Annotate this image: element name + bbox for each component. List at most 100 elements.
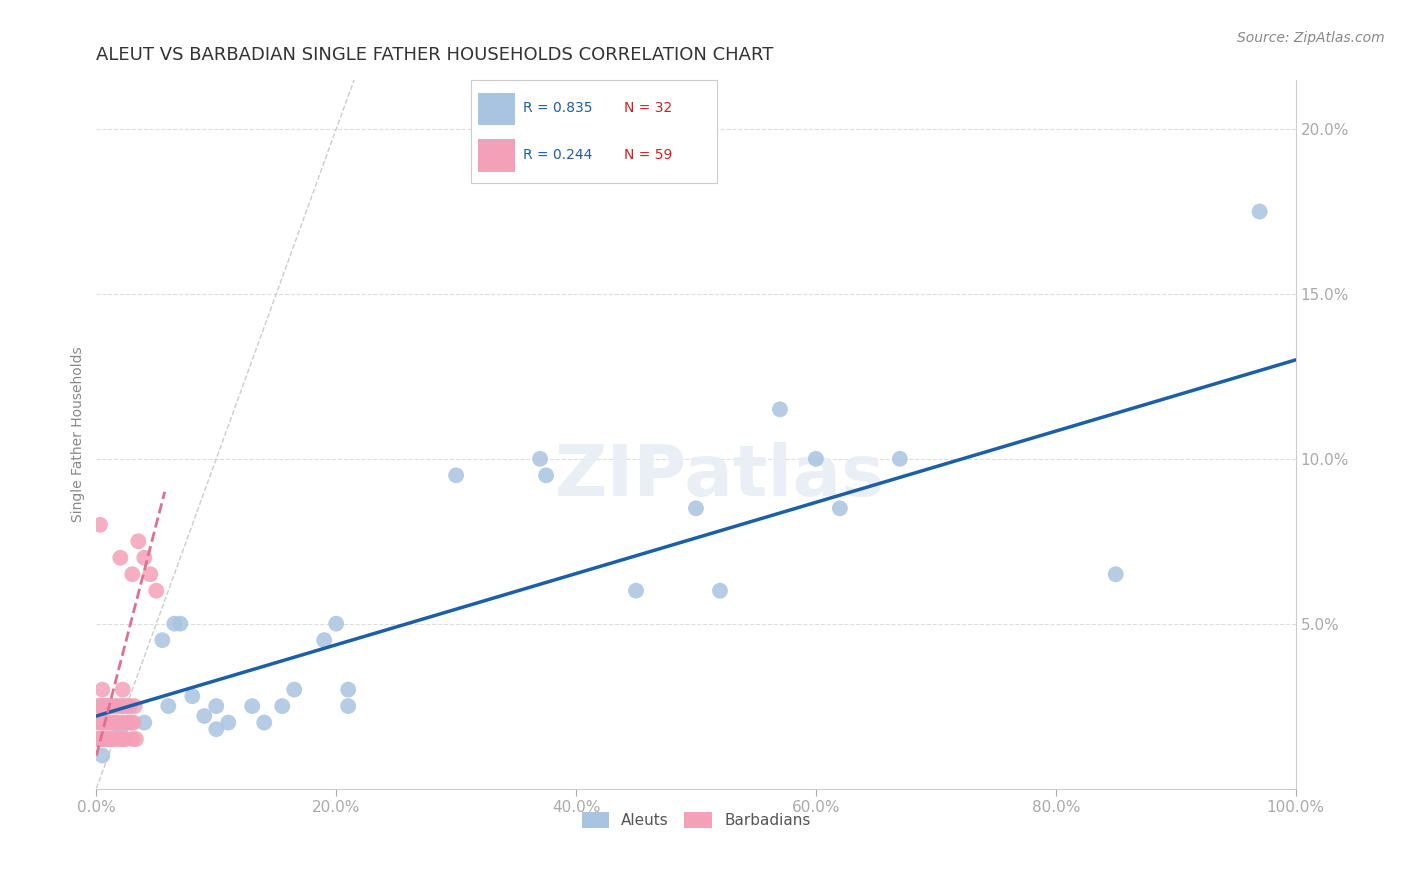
Point bbox=[117, 699, 139, 714]
Point bbox=[91, 732, 114, 747]
Point bbox=[193, 709, 215, 723]
Point bbox=[107, 699, 129, 714]
Point bbox=[103, 732, 125, 747]
Point bbox=[93, 699, 115, 714]
Point bbox=[118, 699, 141, 714]
Point bbox=[86, 732, 108, 747]
Point bbox=[121, 567, 143, 582]
Point bbox=[534, 468, 557, 483]
Point bbox=[100, 732, 122, 747]
Point bbox=[444, 468, 467, 483]
Point bbox=[112, 699, 135, 714]
Point bbox=[104, 715, 127, 730]
Point bbox=[889, 451, 911, 466]
Point bbox=[134, 715, 156, 730]
Point bbox=[105, 715, 128, 730]
Point bbox=[96, 699, 118, 714]
Point bbox=[97, 699, 120, 714]
Point bbox=[93, 732, 115, 747]
Point bbox=[91, 682, 114, 697]
Point bbox=[108, 732, 131, 747]
Point bbox=[90, 732, 112, 747]
Point bbox=[89, 699, 111, 714]
Point bbox=[96, 732, 118, 747]
Legend: Aleuts, Barbadians: Aleuts, Barbadians bbox=[575, 805, 817, 834]
Point bbox=[125, 732, 148, 747]
Point bbox=[157, 699, 180, 714]
Point bbox=[97, 732, 120, 747]
Point bbox=[240, 699, 263, 714]
Point bbox=[121, 732, 143, 747]
Text: R = 0.835: R = 0.835 bbox=[523, 102, 592, 115]
Point bbox=[314, 633, 336, 648]
Point bbox=[120, 715, 142, 730]
FancyBboxPatch shape bbox=[478, 139, 516, 171]
Point bbox=[337, 699, 360, 714]
Point bbox=[145, 583, 167, 598]
Point bbox=[110, 550, 132, 565]
Point bbox=[101, 715, 124, 730]
Point bbox=[97, 715, 120, 730]
Point bbox=[87, 732, 110, 747]
Point bbox=[89, 517, 111, 532]
Point bbox=[283, 682, 305, 697]
Point bbox=[150, 633, 173, 648]
Point bbox=[1105, 567, 1128, 582]
Point bbox=[98, 715, 121, 730]
Point bbox=[110, 722, 132, 736]
Point bbox=[91, 715, 114, 730]
Point bbox=[111, 682, 134, 697]
Point bbox=[122, 715, 145, 730]
Point bbox=[87, 699, 110, 714]
Point bbox=[101, 732, 124, 747]
Point bbox=[205, 699, 228, 714]
Point bbox=[139, 567, 162, 582]
Point bbox=[271, 699, 294, 714]
Point bbox=[101, 699, 124, 714]
Point bbox=[91, 699, 114, 714]
Point bbox=[163, 616, 186, 631]
Text: Source: ZipAtlas.com: Source: ZipAtlas.com bbox=[1237, 31, 1385, 45]
Point bbox=[127, 534, 149, 549]
Point bbox=[115, 715, 138, 730]
Point bbox=[624, 583, 647, 598]
Text: N = 32: N = 32 bbox=[624, 102, 672, 115]
Point bbox=[529, 451, 551, 466]
Point bbox=[124, 699, 146, 714]
Point bbox=[769, 402, 792, 417]
Point bbox=[181, 690, 204, 704]
Point bbox=[118, 715, 141, 730]
Point bbox=[94, 732, 117, 747]
Point bbox=[828, 501, 851, 516]
Text: ALEUT VS BARBADIAN SINGLE FATHER HOUSEHOLDS CORRELATION CHART: ALEUT VS BARBADIAN SINGLE FATHER HOUSEHO… bbox=[97, 46, 773, 64]
Point bbox=[804, 451, 827, 466]
Point bbox=[111, 732, 134, 747]
Point bbox=[103, 699, 125, 714]
Point bbox=[98, 699, 121, 714]
Point bbox=[86, 715, 108, 730]
Point bbox=[110, 715, 132, 730]
Point bbox=[100, 715, 122, 730]
Point bbox=[93, 715, 115, 730]
Point bbox=[89, 715, 111, 730]
Point bbox=[93, 715, 115, 730]
Text: N = 59: N = 59 bbox=[624, 148, 672, 161]
Point bbox=[217, 715, 239, 730]
Point bbox=[169, 616, 191, 631]
Point bbox=[91, 748, 114, 763]
Point bbox=[134, 550, 156, 565]
Point bbox=[90, 699, 112, 714]
Point bbox=[114, 732, 136, 747]
Point bbox=[110, 699, 132, 714]
Y-axis label: Single Father Households: Single Father Households bbox=[72, 346, 86, 522]
Point bbox=[1249, 204, 1271, 219]
FancyBboxPatch shape bbox=[478, 93, 516, 126]
Point bbox=[709, 583, 731, 598]
Text: ZIPatlas: ZIPatlas bbox=[555, 442, 884, 511]
Point bbox=[337, 682, 360, 697]
Point bbox=[685, 501, 707, 516]
Text: R = 0.244: R = 0.244 bbox=[523, 148, 592, 161]
Point bbox=[93, 699, 115, 714]
Point bbox=[253, 715, 276, 730]
Point bbox=[325, 616, 347, 631]
